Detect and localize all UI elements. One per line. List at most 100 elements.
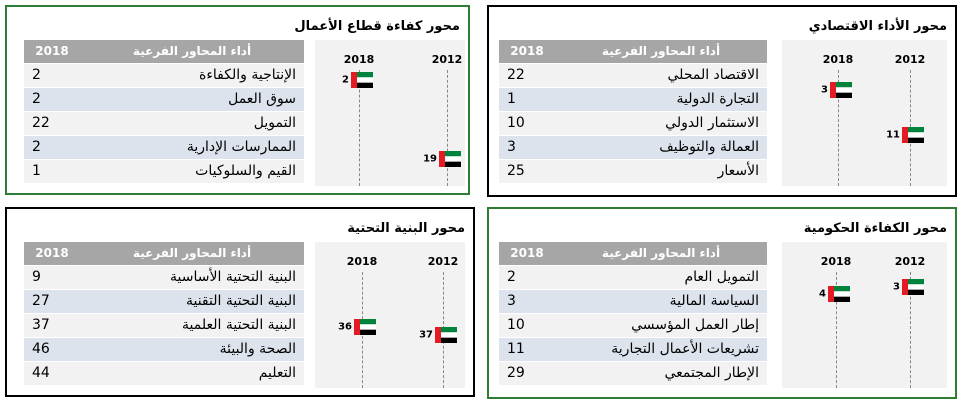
table-row: 9 البنية التحتية الأساسية xyxy=(24,266,304,290)
row-label: السياسة المالية xyxy=(669,293,759,309)
row-value: 29 xyxy=(507,365,525,381)
table-row: 25 الأسعار xyxy=(499,160,767,184)
header-year: 2018 xyxy=(510,44,544,58)
row-label: الصحة والبيئة xyxy=(219,341,296,357)
flag xyxy=(830,82,852,102)
rank-chart: 2018 2 2012 19 xyxy=(315,40,465,186)
panel: محور البنية التحتية 2018 أداء المحاور الفر… xyxy=(5,207,475,397)
table-row: 2 سوق العمل xyxy=(24,88,304,112)
year-label: 2012 xyxy=(894,255,926,268)
row-label: البنية التحتية التقنية xyxy=(185,293,296,309)
row-label: الممارسات الإدارية xyxy=(186,139,296,155)
panel: محور الكفاءة الحكومية 2018 أداء المحاور ال… xyxy=(487,207,957,399)
dashed-line xyxy=(447,70,448,186)
table: 2018 أداء المحاور الفرعية 9 البنية التحتية … xyxy=(24,242,304,386)
table-header: 2018 أداء المحاور الفرعية xyxy=(24,242,304,266)
row-value: 37 xyxy=(32,317,50,333)
row-label: العمالة والتوظيف xyxy=(659,139,759,155)
flag xyxy=(902,127,924,147)
table-row: 1 التجارة الدولية xyxy=(499,88,767,112)
table: 2018 أداء المحاور الفرعية 2 التمويل العام 3 ا… xyxy=(499,242,767,386)
panel-title: محور كفاءة قطاع الأعمال xyxy=(294,19,460,34)
dashed-line xyxy=(836,272,837,388)
row-label: الإنتاجية والكفاءة xyxy=(198,67,296,83)
row-label: القيم والسلوكيات xyxy=(195,163,296,179)
rank-label: 11 xyxy=(886,129,900,141)
row-label: التمويل العام xyxy=(684,269,760,285)
table-header: 2018 أداء المحاور الفرعية xyxy=(499,242,767,266)
panel: محور كفاءة قطاع الأعمال 2018 أداء المحاور … xyxy=(5,5,470,195)
row-label: الاستثمار الدولي xyxy=(665,115,759,131)
table-row: 2 الإنتاجية والكفاءة xyxy=(24,64,304,88)
header-label: أداء المحاور الفرعية xyxy=(132,44,252,58)
row-value: 22 xyxy=(32,115,50,131)
table-row: 10 الاستثمار الدولي xyxy=(499,112,767,136)
table-row: 22 التمويل xyxy=(24,112,304,136)
row-value: 2 xyxy=(32,67,41,83)
row-label: الاقتصاد المحلي xyxy=(667,67,759,83)
table-row: 27 البنية التحتية التقنية xyxy=(24,290,304,314)
table-row: 29 الإطار المجتمعي xyxy=(499,362,767,386)
row-label: البنية التحتية العلمية xyxy=(182,317,296,333)
rank-chart: 2018 4 2012 3 xyxy=(782,242,947,388)
row-value: 3 xyxy=(507,293,516,309)
dashed-line xyxy=(910,272,911,388)
row-value: 1 xyxy=(507,91,516,107)
panel-title: محور الأداء الاقتصادي xyxy=(808,19,947,34)
rank-chart: 2018 3 2012 11 xyxy=(782,40,947,186)
flag xyxy=(351,72,373,92)
year-label: 2018 xyxy=(820,255,852,268)
dashed-line xyxy=(359,70,360,186)
row-label: الأسعار xyxy=(717,163,759,179)
table-row: 1 القيم والسلوكيات xyxy=(24,160,304,184)
row-value: 1 xyxy=(32,163,41,179)
row-value: 44 xyxy=(32,365,50,381)
row-label: التجارة الدولية xyxy=(676,91,760,107)
year-label: 2018 xyxy=(346,255,378,268)
row-value: 2 xyxy=(507,269,516,285)
flag xyxy=(828,286,850,306)
table: 2018 أداء المحاور الفرعية 22 الاقتصاد المحل… xyxy=(499,40,767,184)
rank-label: 37 xyxy=(419,329,433,341)
table-row: 3 السياسة المالية xyxy=(499,290,767,314)
rank-label: 4 xyxy=(819,288,826,300)
header-label: أداء المحاور الفرعية xyxy=(132,246,252,260)
table-row: 3 العمالة والتوظيف xyxy=(499,136,767,160)
rank-label: 36 xyxy=(338,321,352,333)
rank-label: 2 xyxy=(342,74,349,86)
row-value: 11 xyxy=(507,341,525,357)
year-label: 2018 xyxy=(343,53,375,66)
table-row: 22 الاقتصاد المحلي xyxy=(499,64,767,88)
panel: محور الأداء الاقتصادي 2018 أداء المحاور ال… xyxy=(487,5,957,197)
rank-label: 3 xyxy=(821,84,828,96)
row-value: 25 xyxy=(507,163,525,179)
row-label: تشريعات الأعمال التجارية xyxy=(611,341,759,357)
rank-label: 19 xyxy=(423,153,437,165)
year-label: 2018 xyxy=(822,53,854,66)
row-value: 2 xyxy=(32,91,41,107)
row-label: البنية التحتية الأساسية xyxy=(170,269,296,285)
row-value: 3 xyxy=(507,139,516,155)
row-value: 46 xyxy=(32,341,50,357)
year-label: 2012 xyxy=(427,255,459,268)
panel-title: محور البنية التحتية xyxy=(347,221,465,236)
flag xyxy=(354,319,376,339)
header-label: أداء المحاور الفرعية xyxy=(601,44,721,58)
year-label: 2012 xyxy=(894,53,926,66)
table-row: 10 إطار العمل المؤسسي xyxy=(499,314,767,338)
flag xyxy=(435,327,457,347)
table: 2018 أداء المحاور الفرعية 2 الإنتاجية والكف… xyxy=(24,40,304,184)
row-label: سوق العمل xyxy=(228,91,296,107)
row-value: 27 xyxy=(32,293,50,309)
table-row: 44 التعليم xyxy=(24,362,304,386)
row-value: 10 xyxy=(507,115,525,131)
row-label: إطار العمل المؤسسي xyxy=(631,317,759,333)
row-value: 9 xyxy=(32,269,41,285)
table-row: 11 تشريعات الأعمال التجارية xyxy=(499,338,767,362)
flag xyxy=(902,279,924,299)
row-label: الإطار المجتمعي xyxy=(664,365,759,381)
table-row: 46 الصحة والبيئة xyxy=(24,338,304,362)
header-label: أداء المحاور الفرعية xyxy=(601,246,721,260)
row-label: التمويل xyxy=(253,115,296,131)
